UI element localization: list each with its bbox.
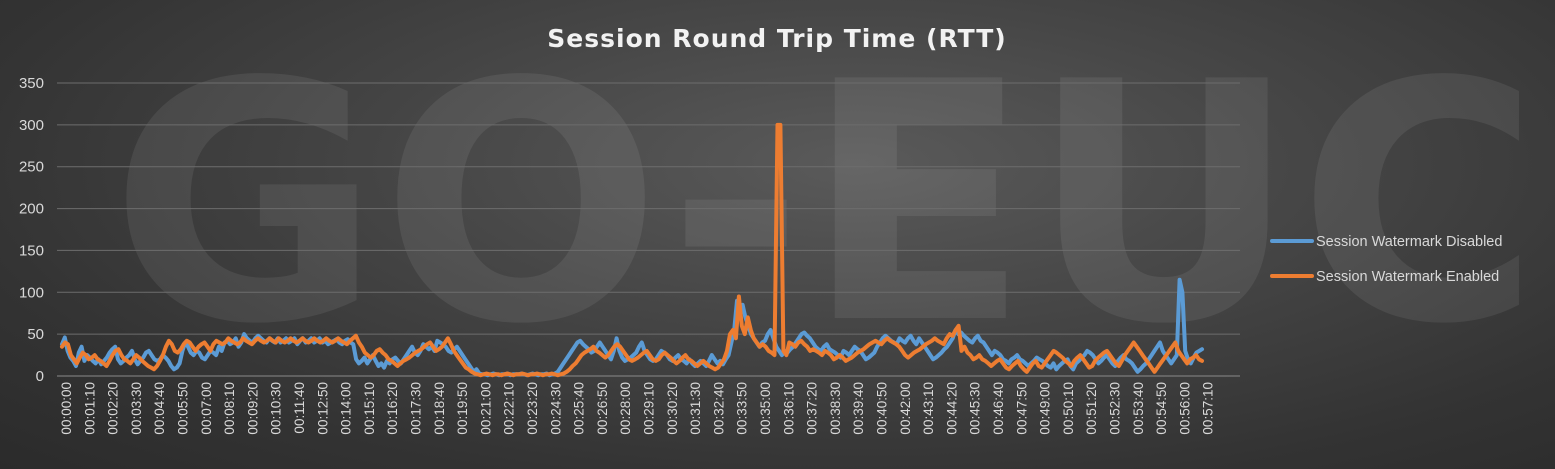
x-tick-label: 00:02:20 bbox=[106, 382, 121, 435]
y-tick-label: 200 bbox=[19, 201, 44, 218]
x-tick-label: 00:14:00 bbox=[339, 382, 354, 435]
x-tick-label: 00:56:00 bbox=[1177, 382, 1192, 435]
x-tick-label: 00:17:30 bbox=[409, 382, 424, 435]
y-tick-label: 300 bbox=[19, 117, 44, 134]
x-tick-label: 00:26:50 bbox=[595, 382, 610, 435]
y-tick-label: 0 bbox=[36, 368, 44, 385]
x-tick-label: 00:40:50 bbox=[875, 382, 890, 435]
x-tick-label: 00:36:10 bbox=[781, 382, 796, 435]
x-tick-label: 00:53:40 bbox=[1131, 382, 1146, 435]
legend-label: Session Watermark Disabled bbox=[1316, 234, 1502, 250]
x-tick-label: 00:01:10 bbox=[82, 382, 97, 435]
x-tick-label: 00:03:30 bbox=[129, 382, 144, 435]
x-tick-label: 00:38:30 bbox=[828, 382, 843, 435]
x-tick-label: 00:52:30 bbox=[1108, 382, 1123, 435]
x-tick-label: 00:18:40 bbox=[432, 382, 447, 435]
x-tick-label: 00:57:10 bbox=[1201, 382, 1216, 435]
x-tick-label: 00:09:20 bbox=[245, 382, 260, 435]
x-axis-labels: 00:00:00 00:01:10 00:02:20 00:03:30 00:04:40… bbox=[59, 382, 1216, 435]
x-tick-label: 00:04:40 bbox=[152, 382, 167, 435]
x-tick-label: 00:24:30 bbox=[548, 382, 563, 435]
x-tick-label: 00:15:10 bbox=[362, 382, 377, 435]
legend-label: Session Watermark Enabled bbox=[1316, 269, 1499, 285]
x-tick-label: 00:23:20 bbox=[525, 382, 540, 435]
x-tick-label: 00:46:40 bbox=[991, 382, 1006, 435]
x-tick-label: 00:11:40 bbox=[292, 382, 307, 434]
x-tick-label: 00:35:00 bbox=[758, 382, 773, 435]
x-tick-label: 00:47:50 bbox=[1014, 382, 1029, 435]
x-tick-label: 00:08:10 bbox=[222, 382, 237, 435]
x-tick-label: 00:28:00 bbox=[618, 382, 633, 435]
x-tick-label: 00:54:50 bbox=[1154, 382, 1169, 435]
x-tick-label: 00:21:00 bbox=[478, 382, 493, 435]
x-tick-label: 00:16:20 bbox=[385, 382, 400, 435]
chart-title: Session Round Trip Time (RTT) bbox=[547, 24, 1006, 53]
x-tick-label: 00:33:50 bbox=[735, 382, 750, 435]
x-tick-label: 00:00:00 bbox=[59, 382, 74, 435]
x-tick-label: 00:45:30 bbox=[968, 382, 983, 435]
y-axis-labels: 0 50 100 150 200 250 300 350 bbox=[19, 75, 44, 385]
series-lines bbox=[60, 122, 1204, 378]
x-tick-label: 00:42:00 bbox=[898, 382, 913, 435]
x-tick-label: 00:44:20 bbox=[944, 382, 959, 435]
x-tick-label: 00:49:00 bbox=[1038, 382, 1053, 435]
gridlines bbox=[57, 82, 1240, 377]
x-tick-label: 00:37:20 bbox=[805, 382, 820, 435]
x-tick-label: 00:19:50 bbox=[455, 382, 470, 435]
legend: Session Watermark Disabled Session Waterm… bbox=[1270, 234, 1502, 285]
x-tick-label: 00:31:30 bbox=[688, 382, 703, 435]
x-tick-label: 00:50:10 bbox=[1061, 382, 1076, 435]
series-line-watermark-enabled bbox=[60, 122, 1204, 378]
y-tick-label: 100 bbox=[19, 284, 44, 301]
watermark-text: GO-EUC bbox=[110, 12, 1540, 396]
y-tick-label: 250 bbox=[19, 159, 44, 176]
x-tick-label: 00:30:20 bbox=[665, 382, 680, 435]
x-tick-label: 00:29:10 bbox=[642, 382, 657, 435]
y-tick-label: 150 bbox=[19, 242, 44, 259]
x-tick-label: 00:05:50 bbox=[176, 382, 191, 435]
x-tick-label: 00:39:40 bbox=[851, 382, 866, 435]
y-tick-label: 350 bbox=[19, 75, 44, 92]
x-tick-label: 00:32:40 bbox=[711, 382, 726, 435]
x-tick-label: 00:22:10 bbox=[502, 382, 517, 435]
x-tick-label: 00:12:50 bbox=[315, 382, 330, 435]
x-tick-label: 00:07:00 bbox=[199, 382, 214, 435]
x-tick-label: 00:51:20 bbox=[1084, 382, 1099, 435]
x-tick-label: 00:10:30 bbox=[269, 382, 284, 435]
x-tick-label: 00:25:40 bbox=[572, 382, 587, 435]
x-tick-label: 00:43:10 bbox=[921, 382, 936, 435]
y-tick-label: 50 bbox=[27, 326, 44, 343]
